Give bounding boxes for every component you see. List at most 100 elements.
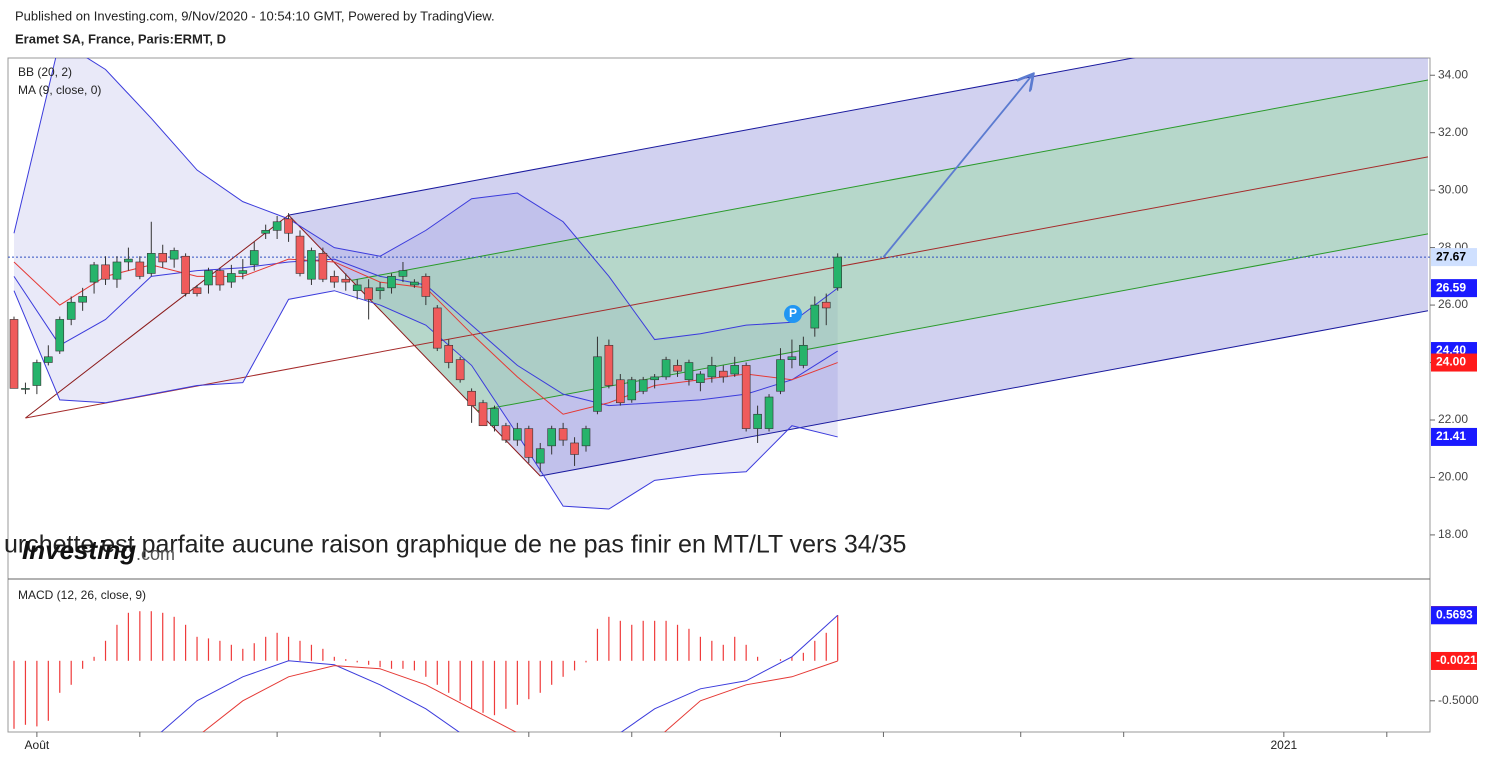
price-label-box xyxy=(1431,427,1477,446)
candle-body xyxy=(295,235,305,274)
candle-body xyxy=(432,307,442,349)
candle-body xyxy=(696,373,705,383)
candle-body xyxy=(718,370,728,378)
y-tick-label: 20.00 xyxy=(1438,470,1468,484)
candle-body xyxy=(181,255,190,294)
bb-lower xyxy=(13,290,838,510)
legend: MA (9, close, 0) xyxy=(18,83,101,97)
candle-body xyxy=(776,359,785,392)
candle-body xyxy=(272,221,282,231)
candle-body xyxy=(627,379,637,401)
candle-body xyxy=(730,365,740,375)
price-label-box xyxy=(1431,651,1477,670)
fork-lower xyxy=(540,310,1429,477)
logo-suffix: .com xyxy=(136,544,175,564)
candle-body xyxy=(753,413,762,429)
y-tick-label: 26.00 xyxy=(1438,297,1468,311)
x-tick-label: 2021 xyxy=(1270,738,1297,752)
candle-body xyxy=(581,428,591,447)
candle-body xyxy=(249,250,259,266)
candle-body xyxy=(44,356,53,363)
candle-body xyxy=(32,362,42,386)
legend: MACD (12, 26, close, 9) xyxy=(18,588,146,602)
price-label: -0.0021 xyxy=(1436,653,1477,667)
candle-body xyxy=(547,428,556,447)
frame xyxy=(7,57,1431,733)
candle-body xyxy=(467,390,476,406)
bb-upper xyxy=(13,58,838,341)
candle-body xyxy=(398,270,408,277)
candle-body xyxy=(318,253,328,280)
candle-body xyxy=(524,428,534,458)
macd-line xyxy=(160,614,839,732)
candle-body xyxy=(55,319,65,352)
candle-body xyxy=(307,250,316,280)
symbol: Eramet SA, France, Paris:ERMT, D xyxy=(15,31,226,46)
candle-body xyxy=(410,281,419,286)
candle-body xyxy=(364,287,373,300)
price-label: 26.59 xyxy=(1436,280,1466,294)
y-tick-label: 30.00 xyxy=(1438,182,1468,196)
marker-label: P xyxy=(789,306,797,320)
candle-body xyxy=(535,448,545,464)
candle-body xyxy=(821,301,831,309)
candle-body xyxy=(261,230,270,234)
y-tick-label: 34.00 xyxy=(1438,67,1468,81)
candle-body xyxy=(673,365,682,372)
candle-body xyxy=(810,304,820,329)
candle-body xyxy=(593,356,602,412)
candle-body xyxy=(101,264,110,280)
price-label: 0.5693 xyxy=(1436,607,1473,621)
y-tick-label: 22.00 xyxy=(1438,412,1468,426)
candle-body xyxy=(284,218,293,234)
candle-body xyxy=(799,344,808,366)
candle-body xyxy=(387,276,396,289)
candle-body xyxy=(66,301,76,320)
overlay-text: urchette est parfaite aucune raison grap… xyxy=(4,531,906,559)
candle-body xyxy=(490,408,499,427)
fork-median xyxy=(25,156,1429,419)
fork-inner-fill xyxy=(351,79,1428,411)
candle-body xyxy=(684,362,694,381)
candle-body xyxy=(330,276,339,283)
candle-body xyxy=(787,356,797,360)
marker xyxy=(784,305,802,323)
price-label: 21.41 xyxy=(1436,429,1466,443)
candle-body xyxy=(89,264,99,283)
price-label: 27.67 xyxy=(1436,249,1466,263)
price-label-box xyxy=(1431,606,1477,625)
price-label: 24.00 xyxy=(1436,355,1466,369)
candle-body xyxy=(638,379,648,392)
candle-body xyxy=(135,261,145,277)
arrow xyxy=(882,75,1032,258)
y-tick-label: 18.00 xyxy=(1438,527,1468,541)
candle-body xyxy=(124,258,133,263)
candle-body xyxy=(570,442,579,455)
candle-body xyxy=(513,428,522,441)
fork-upper xyxy=(288,58,1136,216)
candle-body xyxy=(616,379,625,404)
candle-body xyxy=(21,388,30,390)
candle-body xyxy=(352,284,362,292)
candle-body xyxy=(238,270,248,274)
candle-body xyxy=(204,270,213,286)
y-tick-label: 32.00 xyxy=(1438,125,1468,139)
candle-body xyxy=(650,376,659,381)
candle-body xyxy=(192,287,202,294)
candle-body xyxy=(158,253,168,263)
candle-body xyxy=(741,365,751,429)
legend: BB (20, 2) xyxy=(18,65,72,79)
fork-handle xyxy=(25,214,289,419)
price-label-box xyxy=(1431,279,1477,298)
candle-body xyxy=(375,287,385,292)
y-tick-label: -0.5000 xyxy=(1438,693,1479,707)
candle-body xyxy=(421,276,431,297)
candle-body xyxy=(169,250,179,260)
logo: Investing xyxy=(22,535,136,565)
candle-body xyxy=(78,296,87,303)
x-tick-label: Août xyxy=(25,738,50,752)
candle-body xyxy=(146,253,156,274)
candle-body xyxy=(227,273,236,283)
candle-body xyxy=(112,261,122,280)
